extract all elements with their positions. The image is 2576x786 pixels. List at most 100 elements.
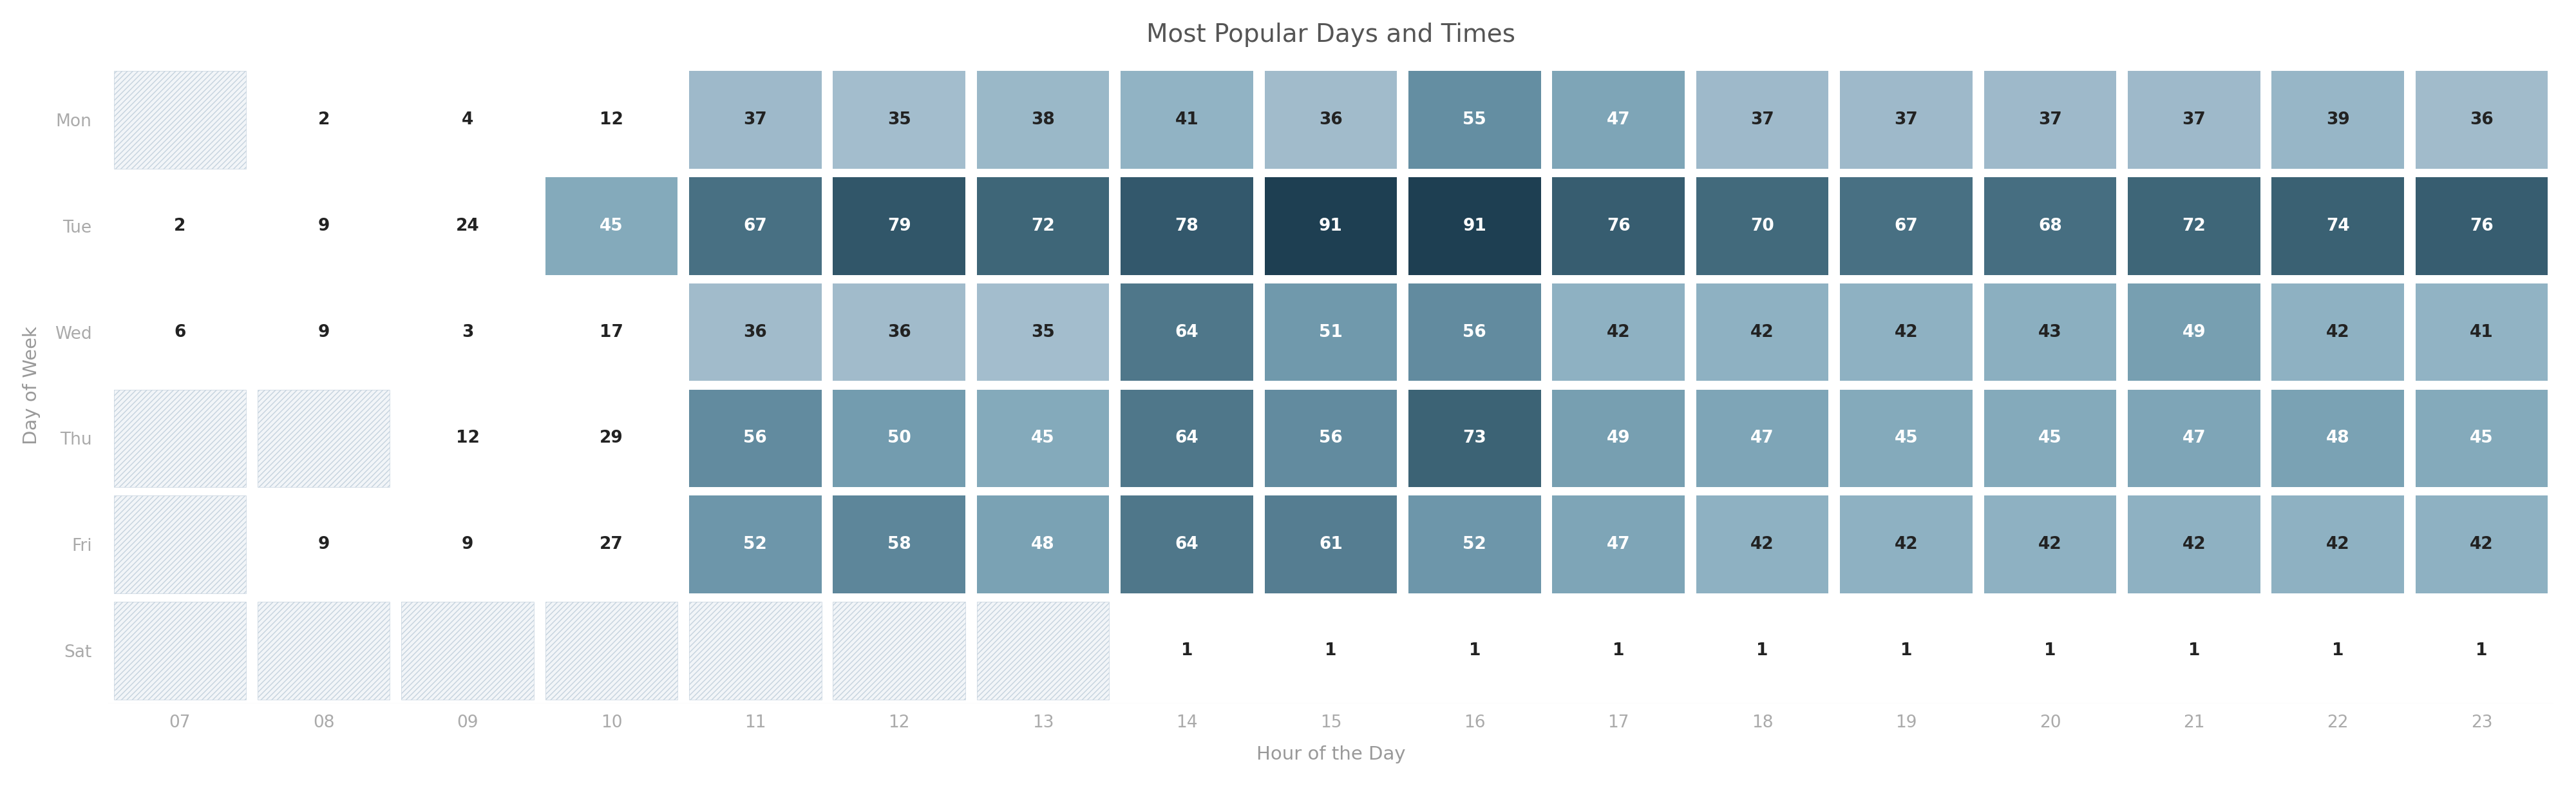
Text: 49: 49 [1607, 430, 1631, 446]
Bar [1839, 602, 1973, 700]
Text: 36: 36 [2470, 112, 2494, 128]
Text: 45: 45 [600, 218, 623, 234]
Text: 68: 68 [2038, 218, 2061, 234]
Bar [832, 177, 966, 275]
Text: 51: 51 [1319, 324, 1342, 340]
Bar [402, 71, 533, 169]
Text: 91: 91 [1319, 218, 1342, 234]
Text: 41: 41 [1175, 112, 1198, 128]
Bar [1121, 602, 1252, 700]
Bar [546, 177, 677, 275]
Bar [402, 283, 533, 381]
Bar [546, 602, 677, 700]
Text: 70: 70 [1752, 218, 1775, 234]
Bar [976, 177, 1110, 275]
Bar [2416, 71, 2548, 169]
Text: 1: 1 [2476, 642, 2488, 659]
Text: 56: 56 [1319, 430, 1342, 446]
Text: 27: 27 [600, 536, 623, 553]
Bar [402, 602, 533, 700]
Bar [258, 71, 389, 169]
Bar [2416, 283, 2548, 381]
Bar [113, 390, 247, 487]
Bar [258, 602, 389, 700]
Text: 56: 56 [1463, 324, 1486, 340]
Text: 9: 9 [461, 536, 474, 553]
Bar [113, 496, 247, 593]
Text: 72: 72 [2182, 218, 2205, 234]
Text: 42: 42 [2182, 536, 2205, 553]
Bar [1839, 390, 1973, 487]
Bar [2128, 602, 2259, 700]
Bar [2272, 177, 2403, 275]
Bar [258, 390, 389, 487]
Bar [1695, 496, 1829, 593]
Text: 52: 52 [1463, 536, 1486, 553]
Bar [1839, 496, 1973, 593]
Text: 73: 73 [1463, 430, 1486, 446]
Text: 9: 9 [317, 324, 330, 340]
Bar [832, 390, 966, 487]
Bar [2416, 496, 2548, 593]
Bar [546, 602, 677, 700]
Text: 12: 12 [456, 430, 479, 446]
Text: 48: 48 [2326, 430, 2349, 446]
Text: 2: 2 [317, 112, 330, 128]
Text: 45: 45 [1030, 430, 1054, 446]
Text: 42: 42 [1607, 324, 1631, 340]
Text: 42: 42 [2470, 536, 2494, 553]
Bar [2128, 283, 2259, 381]
Bar [690, 390, 822, 487]
Bar [113, 390, 247, 487]
Bar [1695, 602, 1829, 700]
Bar [546, 283, 677, 381]
Bar [1984, 177, 2117, 275]
Text: 24: 24 [456, 218, 479, 234]
Bar [1409, 283, 1540, 381]
X-axis label: Hour of the Day: Hour of the Day [1257, 746, 1406, 764]
Text: 1: 1 [2331, 642, 2344, 659]
Bar [402, 602, 533, 700]
Bar [546, 390, 677, 487]
Bar [1409, 496, 1540, 593]
Text: 37: 37 [1893, 112, 1919, 128]
Text: 39: 39 [2326, 112, 2349, 128]
Text: 50: 50 [886, 430, 912, 446]
Bar [1121, 390, 1252, 487]
Text: 1: 1 [1901, 642, 1911, 659]
Bar [832, 496, 966, 593]
Bar [546, 496, 677, 593]
Text: 45: 45 [2470, 430, 2494, 446]
Text: 58: 58 [886, 536, 912, 553]
Bar [1121, 283, 1252, 381]
Bar [113, 602, 247, 700]
Bar [402, 496, 533, 593]
Text: 78: 78 [1175, 218, 1198, 234]
Text: 1: 1 [1180, 642, 1193, 659]
Bar [1121, 71, 1252, 169]
Text: 41: 41 [2470, 324, 2494, 340]
Bar [2272, 71, 2403, 169]
Text: 45: 45 [1893, 430, 1919, 446]
Text: 1: 1 [1613, 642, 1625, 659]
Bar [1265, 71, 1396, 169]
Bar [976, 283, 1110, 381]
Bar [1695, 283, 1829, 381]
Text: 12: 12 [600, 112, 623, 128]
Text: 42: 42 [2038, 536, 2061, 553]
Bar [1121, 177, 1252, 275]
Text: 42: 42 [2326, 536, 2349, 553]
Text: 17: 17 [600, 324, 623, 340]
Text: 36: 36 [1319, 112, 1342, 128]
Text: 36: 36 [886, 324, 912, 340]
Bar [690, 71, 822, 169]
Text: 1: 1 [1757, 642, 1767, 659]
Text: 64: 64 [1175, 324, 1198, 340]
Bar [1984, 602, 2117, 700]
Bar [1409, 71, 1540, 169]
Text: 1: 1 [2045, 642, 2056, 659]
Text: 9: 9 [317, 218, 330, 234]
Bar [1984, 496, 2117, 593]
Bar [1695, 71, 1829, 169]
Bar [258, 177, 389, 275]
